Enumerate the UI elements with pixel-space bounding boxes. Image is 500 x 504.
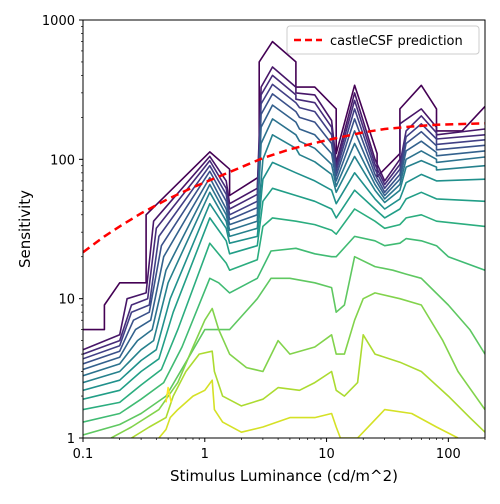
y-tick-label: 1000 (42, 14, 75, 29)
y-tick-label: 10 (58, 293, 75, 308)
legend-box (286, 25, 480, 55)
series-line-castlecsf-prediction (83, 122, 485, 254)
contour-line-5 (83, 93, 485, 365)
x-axis-label: Stimulus Luminance (cd/m^2) (170, 467, 398, 485)
y-tick-label: 100 (50, 153, 75, 168)
contour-line-4 (83, 83, 485, 360)
x-axis-ticks: 0.1 1 10 100 (73, 438, 486, 462)
contour-line-7 (83, 118, 485, 377)
contour-line-6 (83, 104, 485, 371)
x-tick-label: 0.1 (73, 447, 94, 462)
contour-line-9 (83, 161, 485, 392)
contour-line-10 (83, 187, 485, 400)
plot-frame (82, 19, 486, 439)
contour-line-17 (165, 386, 172, 403)
contour-layer (83, 40, 485, 438)
contour-line-2 (83, 66, 485, 351)
contour-line-12 (83, 235, 485, 423)
contour-line-11 (83, 208, 485, 411)
legend-label-castlecsf: castleCSF prediction (330, 34, 463, 49)
y-axis-ticks: 1 10 100 1000 (42, 14, 83, 447)
series-layer (83, 122, 485, 254)
x-tick-label: 10 (318, 447, 335, 462)
contour-line-3 (83, 74, 485, 355)
contour-line-14 (110, 292, 485, 438)
contour-line-16 (158, 379, 459, 438)
contour-line-15 (131, 333, 485, 438)
contour-line-13 (83, 255, 485, 436)
x-tick-label: 1 (201, 447, 209, 462)
y-axis-label: Sensitivity (16, 190, 34, 268)
y-tick-label: 1 (67, 432, 75, 447)
legend: castleCSF prediction (286, 25, 480, 55)
contour-line-8 (83, 134, 485, 384)
x-tick-label: 100 (436, 447, 461, 462)
